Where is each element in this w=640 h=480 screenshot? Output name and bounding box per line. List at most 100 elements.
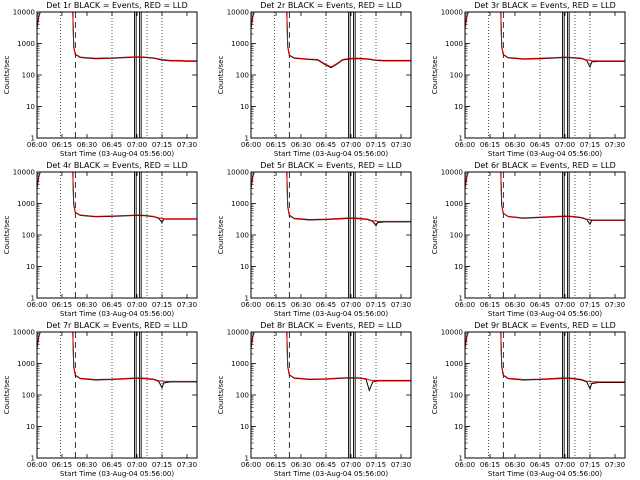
detector-panel: Det 1r BLACK = Events, RED = LLD 06:00 06:… bbox=[3, 1, 198, 158]
y-tick-label: 100 bbox=[22, 392, 35, 400]
y-axis-label: Counts/sec bbox=[3, 376, 11, 415]
y-tick-label: 10 bbox=[26, 423, 35, 431]
series-events-line bbox=[37, 172, 197, 224]
time-markers bbox=[487, 12, 591, 138]
panel-title: Det 2r BLACK = Events, RED = LLD bbox=[260, 1, 402, 10]
series-lld-line bbox=[37, 332, 197, 382]
plot-frame bbox=[36, 331, 198, 459]
y-tick-label: 1 bbox=[31, 295, 35, 303]
y-axis-label: Counts/sec bbox=[431, 216, 439, 255]
x-tick-label: 06:00 bbox=[455, 301, 475, 309]
x-tick-label: 07:15 bbox=[366, 301, 386, 309]
detector-panel: Det 5r BLACK = Events, RED = LLD 06:00 06:… bbox=[217, 161, 412, 318]
series-events-line bbox=[465, 172, 625, 226]
y-tick-label: 10 bbox=[240, 423, 249, 431]
x-tick-label: 06:15 bbox=[266, 141, 286, 149]
y-tick-label: 10 bbox=[240, 263, 249, 271]
x-tick-label: 07:30 bbox=[391, 141, 411, 149]
y-tick-label: 1000 bbox=[17, 40, 35, 48]
y-tick-label: 1000 bbox=[445, 200, 463, 208]
x-tick-label: 06:45 bbox=[530, 461, 550, 469]
x-tick-label: 07:15 bbox=[580, 461, 600, 469]
y-tick-label: 1 bbox=[245, 135, 249, 143]
y-axis-label: Counts/sec bbox=[217, 376, 225, 415]
y-tick-label: 10 bbox=[26, 263, 35, 271]
x-tick-label: 07:00 bbox=[555, 301, 575, 309]
y-tick-label: 1000 bbox=[17, 200, 35, 208]
x-tick-label: 06:00 bbox=[455, 461, 475, 469]
x-axis-label: Start Time (03-Aug-04 05:56:00) bbox=[274, 150, 388, 158]
x-tick-label: 06:30 bbox=[77, 141, 97, 149]
x-tick-label: 06:30 bbox=[505, 461, 525, 469]
panel-title: Det 8r BLACK = Events, RED = LLD bbox=[260, 321, 402, 330]
plot-frame bbox=[464, 171, 626, 299]
x-tick-label: 06:15 bbox=[266, 301, 286, 309]
x-tick-label: 06:00 bbox=[241, 141, 261, 149]
x-axis-label: Start Time (03-Aug-04 05:56:00) bbox=[60, 470, 174, 478]
y-tick-label: 10000 bbox=[441, 329, 463, 337]
x-tick-label: 06:00 bbox=[27, 461, 47, 469]
y-axis-label: Counts/sec bbox=[217, 216, 225, 255]
x-tick-label: 06:15 bbox=[480, 301, 500, 309]
panel-title: Det 1r BLACK = Events, RED = LLD bbox=[46, 1, 188, 10]
x-tick-label: 07:15 bbox=[366, 141, 386, 149]
x-tick-label: 07:30 bbox=[177, 461, 197, 469]
y-tick-label: 100 bbox=[236, 392, 249, 400]
x-axis-label: Start Time (03-Aug-04 05:56:00) bbox=[274, 470, 388, 478]
y-tick-label: 10 bbox=[454, 103, 463, 111]
x-tick-label: 06:45 bbox=[316, 301, 336, 309]
panel-title: Det 6r BLACK = Events, RED = LLD bbox=[474, 161, 616, 170]
x-tick-label: 06:30 bbox=[77, 301, 97, 309]
x-tick-label: 06:15 bbox=[52, 141, 72, 149]
y-tick-label: 10 bbox=[454, 423, 463, 431]
x-tick-label: 07:00 bbox=[127, 141, 147, 149]
y-tick-label: 1000 bbox=[231, 200, 249, 208]
plot-frame bbox=[36, 171, 198, 299]
x-axis-label: Start Time (03-Aug-04 05:56:00) bbox=[488, 310, 602, 318]
y-tick-label: 1 bbox=[459, 455, 463, 463]
x-tick-label: 06:15 bbox=[52, 461, 72, 469]
x-tick-label: 07:30 bbox=[605, 461, 625, 469]
series-lld-line bbox=[465, 12, 625, 62]
x-tick-label: 06:30 bbox=[77, 461, 97, 469]
plot-frame bbox=[250, 11, 412, 139]
y-axis-label: Counts/sec bbox=[431, 56, 439, 95]
detector-panel: Det 7r BLACK = Events, RED = LLD 06:00 06:… bbox=[3, 321, 198, 478]
detector-panel: Det 4r BLACK = Events, RED = LLD 06:00 06:… bbox=[3, 161, 198, 318]
x-tick-label: 06:00 bbox=[27, 301, 47, 309]
y-axis-label: Counts/sec bbox=[3, 56, 11, 95]
y-tick-label: 100 bbox=[236, 72, 249, 80]
y-tick-label: 100 bbox=[22, 72, 35, 80]
x-tick-label: 06:00 bbox=[27, 141, 47, 149]
time-markers bbox=[59, 172, 163, 298]
x-axis-label: Start Time (03-Aug-04 05:56:00) bbox=[488, 470, 602, 478]
time-markers bbox=[59, 332, 163, 458]
x-tick-label: 07:30 bbox=[177, 141, 197, 149]
y-tick-label: 1 bbox=[31, 455, 35, 463]
x-tick-label: 07:00 bbox=[555, 141, 575, 149]
time-markers bbox=[273, 172, 377, 298]
series-lld-line bbox=[37, 12, 197, 62]
detector-panel: Det 9r BLACK = Events, RED = LLD 06:00 06:… bbox=[431, 321, 626, 478]
x-tick-label: 06:00 bbox=[241, 301, 261, 309]
series-events-line bbox=[251, 12, 411, 69]
x-tick-label: 07:15 bbox=[366, 461, 386, 469]
y-axis-label: Counts/sec bbox=[3, 216, 11, 255]
y-tick-label: 100 bbox=[236, 232, 249, 240]
y-tick-label: 10000 bbox=[227, 329, 249, 337]
x-tick-label: 07:00 bbox=[341, 141, 361, 149]
x-tick-label: 07:00 bbox=[341, 301, 361, 309]
y-tick-label: 100 bbox=[22, 232, 35, 240]
time-markers bbox=[487, 172, 591, 298]
x-tick-label: 07:30 bbox=[391, 461, 411, 469]
plot-frame bbox=[464, 11, 626, 139]
y-tick-label: 1000 bbox=[17, 360, 35, 368]
x-tick-label: 07:30 bbox=[177, 301, 197, 309]
plot-frame bbox=[250, 171, 412, 299]
y-axis-label: Counts/sec bbox=[217, 56, 225, 95]
y-tick-label: 10000 bbox=[441, 169, 463, 177]
x-tick-label: 07:00 bbox=[127, 461, 147, 469]
x-tick-label: 06:30 bbox=[505, 141, 525, 149]
time-markers bbox=[273, 12, 377, 138]
